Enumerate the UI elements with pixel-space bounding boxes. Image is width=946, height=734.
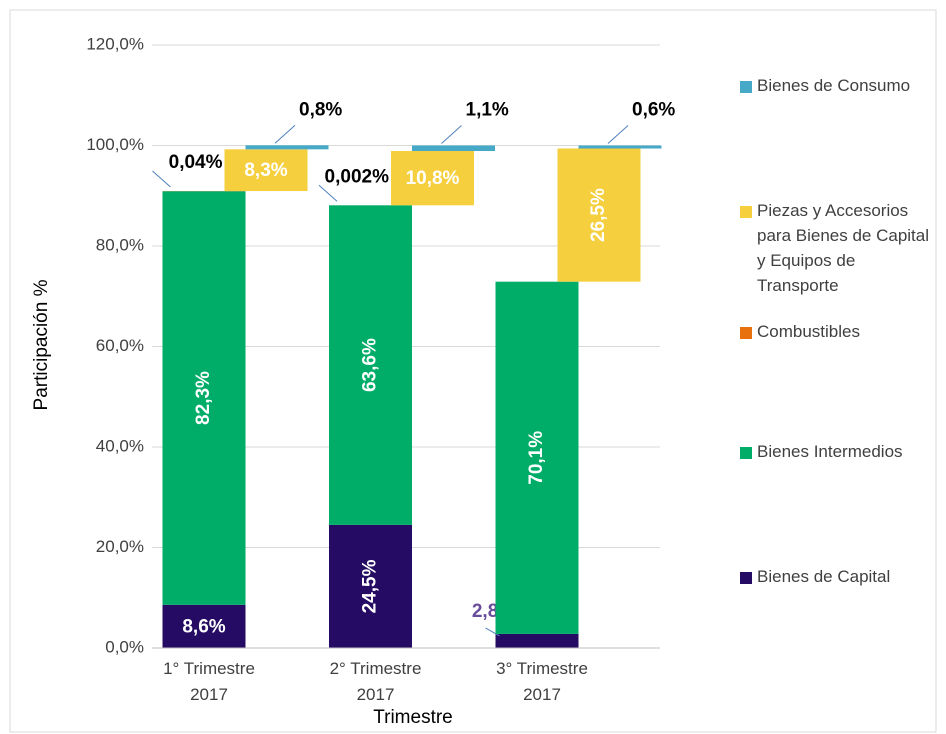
y-tick-label: 120,0% <box>86 34 144 53</box>
bar-segment <box>329 205 412 525</box>
data-label: 0,6% <box>632 100 675 121</box>
x-tick-label: 3° Trimestre 2017 <box>496 659 588 704</box>
legend-swatch <box>740 81 752 93</box>
leader-line <box>318 184 338 202</box>
bar-segment <box>391 151 474 206</box>
bar-segment <box>224 149 308 192</box>
data-label: 26,5% <box>588 188 609 242</box>
legend-label: Piezas y Accesorios para Bienes de Capita… <box>757 201 929 295</box>
data-label: 0,002% <box>325 166 390 187</box>
leader-line <box>441 125 462 144</box>
data-label: 0,8% <box>299 99 342 120</box>
data-label: 0,04% <box>169 152 223 173</box>
y-tick-label: 20,0% <box>96 537 144 556</box>
data-label: 1,1% <box>466 100 509 121</box>
y-tick-label: 100,0% <box>86 135 144 154</box>
data-label: 10,8% <box>406 168 460 189</box>
legend-label: Bienes de Consumo <box>757 76 910 95</box>
data-label: 8,3% <box>244 160 287 181</box>
data-label: 82,3% <box>193 371 214 425</box>
data-label: 24,5% <box>360 559 381 613</box>
bar-segment <box>495 633 579 648</box>
legend-label: Combustibles <box>757 322 860 341</box>
bar-segment <box>245 145 329 150</box>
legend-swatch <box>740 572 752 584</box>
x-axis-title: Trimestre <box>373 707 453 728</box>
bar-segment <box>495 281 579 634</box>
legend-swatch <box>740 447 752 459</box>
bar-segment <box>557 148 641 282</box>
bar-segment <box>578 145 662 149</box>
bar-segment <box>162 604 246 648</box>
x-tick-label: 1° Trimestre 2017 <box>163 659 255 704</box>
data-label: 63,6% <box>360 338 381 392</box>
y-axis-title: Participación % <box>31 279 52 410</box>
data-label: 8,6% <box>182 616 225 637</box>
leader-line <box>152 170 171 188</box>
data-label: 70,1% <box>526 431 547 485</box>
legend-label: Bienes Intermedios <box>757 442 903 461</box>
leader-line <box>274 124 296 144</box>
leader-line <box>607 125 629 144</box>
x-tick-label: 2° Trimestre 2017 <box>330 659 422 704</box>
y-tick-label: 60,0% <box>96 336 144 355</box>
legend-label: Bienes de Capital <box>757 567 890 586</box>
y-tick-label: 0,0% <box>105 637 144 656</box>
y-tick-label: 40,0% <box>96 436 144 455</box>
bar-segment <box>329 524 412 648</box>
legend-swatch <box>740 206 752 218</box>
bar-segment <box>412 145 495 152</box>
legend-swatch <box>740 327 752 339</box>
leader-line <box>485 627 500 637</box>
bar-segment <box>162 191 246 605</box>
y-tick-label: 80,0% <box>96 235 144 254</box>
